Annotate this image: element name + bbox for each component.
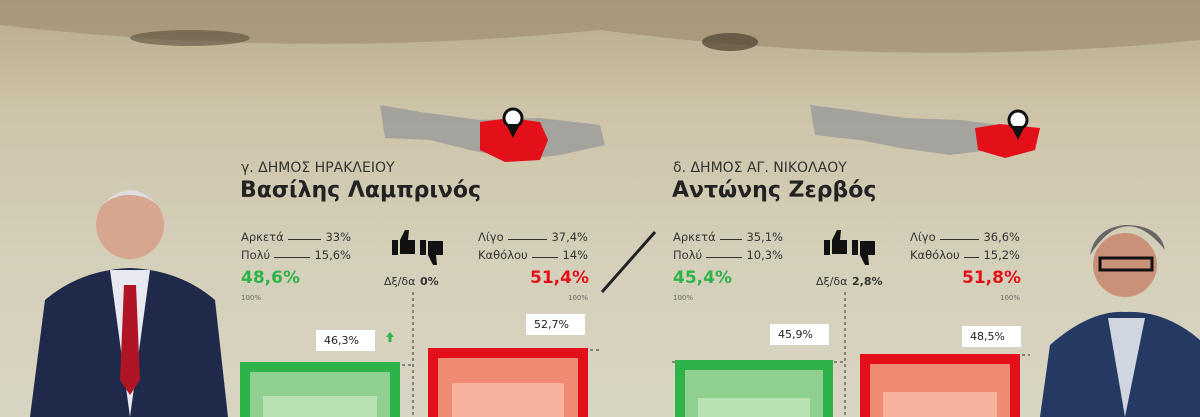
- bar-label: 45,9%: [770, 324, 829, 345]
- row-label: Λίγο: [478, 230, 504, 244]
- poll-row: Πολύ 15,6%: [241, 248, 351, 262]
- row-value: 15,2%: [983, 248, 1020, 262]
- candidate-name: Αντώνης Ζερβός: [672, 178, 877, 203]
- row-value: 15,6%: [314, 248, 351, 262]
- scale-label: 100%: [1000, 294, 1021, 302]
- row-label: Πολύ: [241, 248, 271, 262]
- neutral-value: 2,8%: [852, 275, 883, 288]
- row-value: 33%: [325, 230, 351, 244]
- bar-label: 52,7%: [526, 314, 585, 335]
- candidate-name: Βασίλης Λαμπρινός: [240, 178, 482, 203]
- row-value: 10,3%: [746, 248, 783, 262]
- negative-total: 51,4%: [530, 268, 589, 288]
- neutral-label: Δξ/δα: [816, 275, 848, 288]
- neutral-label: Δξ/δα: [384, 275, 416, 288]
- leader: [963, 248, 980, 258]
- poll-row: Καθόλου 15,2%: [910, 248, 1020, 262]
- neutral-value: 0%: [420, 275, 439, 288]
- leader: [939, 230, 980, 240]
- positive-total: 48,6%: [241, 268, 300, 288]
- row-label: Πολύ: [673, 248, 703, 262]
- bar-label: 46,3%: [316, 330, 375, 351]
- row-value: 37,4%: [551, 230, 588, 244]
- row-label: Λίγο: [910, 230, 936, 244]
- scale-label: 100%: [673, 294, 694, 302]
- positive-total: 45,4%: [673, 268, 732, 288]
- poll-row: Καθόλου 14%: [478, 248, 588, 262]
- leader: [706, 248, 743, 258]
- poll-row: Πολύ 10,3%: [673, 248, 783, 262]
- region: γ. ΔΗΜΟΣ ΗΡΑΚΛΕΙΟΥ: [241, 160, 395, 176]
- scale-label: 100%: [241, 294, 262, 302]
- negative-total: 51,8%: [962, 268, 1021, 288]
- row-value: 36,6%: [983, 230, 1020, 244]
- poll-row: Λίγο 36,6%: [910, 230, 1020, 244]
- region: δ. ΔΗΜΟΣ ΑΓ. ΝΙΚΟΛΑΟΥ: [673, 160, 847, 176]
- row-label: Αρκετά: [673, 230, 716, 244]
- scale-label: 100%: [568, 294, 589, 302]
- row-value: 35,1%: [746, 230, 783, 244]
- row-label: Καθόλου: [478, 248, 528, 262]
- poll-row: Αρκετά 33%: [241, 230, 351, 244]
- poll-row: Αρκετά 35,1%: [673, 230, 783, 244]
- leader: [719, 230, 743, 240]
- bar-label: 48,5%: [962, 326, 1021, 347]
- leader: [531, 248, 559, 258]
- poll-row: Λίγο 37,4%: [478, 230, 588, 244]
- row-label: Καθόλου: [910, 248, 960, 262]
- leader: [287, 230, 322, 240]
- row-label: Αρκετά: [241, 230, 284, 244]
- leader: [507, 230, 548, 240]
- row-value: 14%: [562, 248, 588, 262]
- leader: [274, 248, 311, 258]
